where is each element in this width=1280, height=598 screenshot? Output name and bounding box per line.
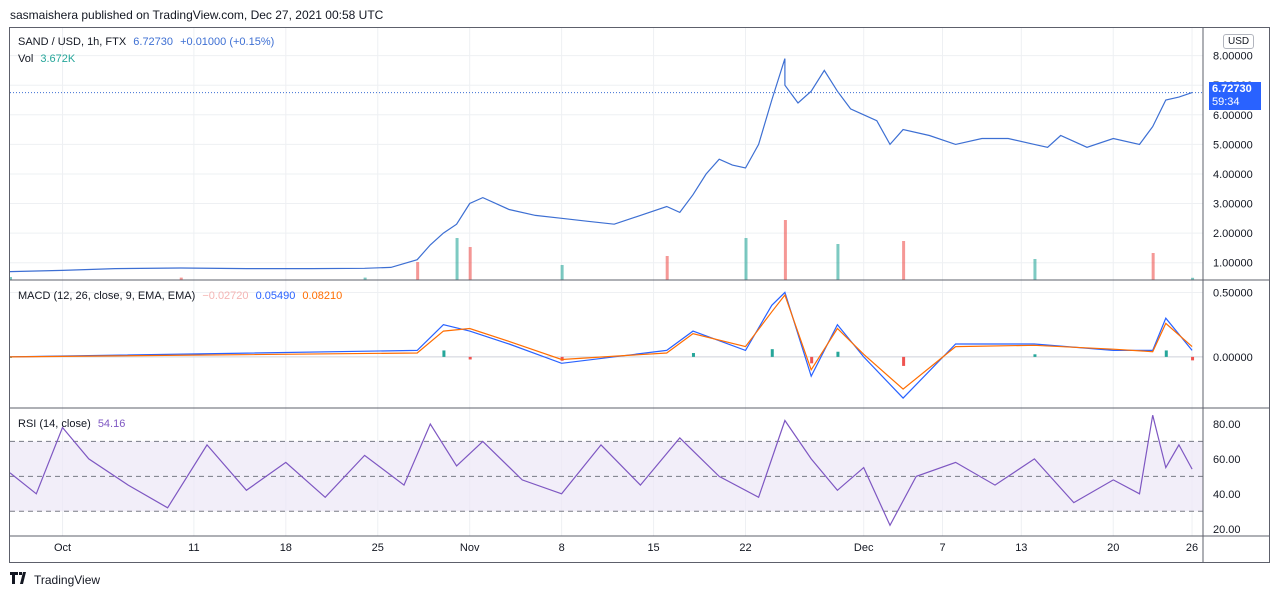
pane-separators (10, 28, 1269, 562)
macd-series (10, 291, 1203, 399)
price-tag: 6.72730 59:34 (1209, 82, 1261, 110)
price-tag-countdown: 59:34 (1212, 96, 1240, 108)
macd-histogram-bar (1164, 350, 1168, 357)
macd-histogram-bar (810, 356, 814, 364)
rsi-value: 54.16 (97, 418, 126, 430)
x-tick-label: 18 (280, 542, 292, 554)
macd-histogram-bar (468, 356, 472, 360)
volume-bar (1151, 253, 1155, 280)
volume-label: Vol (18, 53, 34, 65)
volume-bar (1191, 277, 1195, 280)
last-price-label: 6.72730 (133, 36, 174, 48)
macd-histogram-bar (691, 353, 695, 357)
price-tick-label: 8.00000 (1213, 51, 1253, 63)
volume-bar (455, 238, 459, 280)
x-tick-label: 26 (1186, 542, 1198, 554)
x-tick-label: 22 (739, 542, 751, 554)
tradingview-logo-icon (10, 572, 30, 587)
macd-tick-label: 0.00000 (1213, 352, 1253, 364)
macd-histogram-bar (836, 351, 840, 357)
volume-bars (10, 220, 1195, 280)
volume-bar (10, 277, 12, 280)
x-tick-label: Dec (854, 542, 874, 554)
price-tick-label: 1.00000 (1213, 258, 1253, 270)
x-tick-label: 15 (647, 542, 659, 554)
price-tick-label: 5.00000 (1213, 139, 1253, 151)
macd-histogram-bar (442, 350, 446, 357)
price-change-label: +0.01000 (+0.15%) (180, 36, 275, 48)
symbol-label[interactable]: SAND / USD, 1h, FTX (18, 36, 127, 48)
price-legend[interactable]: SAND / USD, 1h, FTX 6.72730 +0.01000 (+0… (18, 36, 278, 48)
macd-histogram-bar (902, 356, 906, 366)
macd-histogram-bar (770, 349, 774, 357)
macd-legend[interactable]: MACD (12, 26, close, 9, EMA, EMA) −0.027… (18, 290, 346, 302)
macd-value: 0.05490 (255, 290, 296, 302)
rsi-tick-label: 60.00 (1213, 454, 1241, 466)
rsi-series (10, 415, 1203, 527)
price-tag-value: 6.72730 (1212, 83, 1252, 95)
volume-legend[interactable]: Vol 3.672K (18, 53, 79, 65)
volume-bar (836, 244, 840, 280)
chart-frame[interactable]: Oct 11 18 25 Nov 8 15 22 Dec 7 13 20 26 1.00000 2.0000… (9, 27, 1270, 563)
price-tick-label: 6.00000 (1213, 110, 1253, 122)
macd-histogram-bar (1191, 356, 1195, 361)
x-tick-label: Oct (54, 542, 71, 554)
macd-label: MACD (12, 26, close, 9, EMA, EMA) (18, 290, 196, 302)
x-tick-label: 25 (372, 542, 384, 554)
rsi-tick-label: 20.00 (1213, 524, 1241, 536)
rsi-line (10, 415, 1193, 527)
volume-bar (179, 277, 183, 280)
publish-header: sasmaishera published on TradingView.com… (10, 8, 384, 22)
signal-line (10, 293, 1193, 390)
volume-bar (560, 265, 564, 280)
price-series (10, 58, 1203, 273)
footer-brand-label: TradingView (34, 572, 101, 587)
currency-badge[interactable]: USD (1223, 34, 1255, 49)
x-tick-label: 20 (1107, 542, 1119, 554)
rsi-tick-label: 80.00 (1213, 419, 1241, 431)
volume-bar (468, 247, 472, 280)
x-tick-label: Nov (460, 542, 480, 554)
volume-bar (1033, 259, 1037, 280)
macd-hist-value: −0.02720 (202, 290, 249, 302)
volume-bar (665, 256, 669, 280)
macd-signal-value: 0.08210 (302, 290, 343, 302)
price-tick-label: 2.00000 (1213, 228, 1253, 240)
volume-bar (416, 262, 420, 280)
rsi-label: RSI (14, close) (18, 418, 91, 430)
price-tick-label: 3.00000 (1213, 199, 1253, 211)
volume-bar (902, 241, 906, 280)
price-line (10, 58, 1193, 273)
price-tick-label: 4.00000 (1213, 169, 1253, 181)
rsi-legend[interactable]: RSI (14, close) 54.16 (18, 418, 129, 430)
chart-canvas[interactable]: Oct 11 18 25 Nov 8 15 22 Dec 7 13 20 26 1.00000 2.0000… (10, 28, 1269, 562)
volume-value: 3.672K (40, 53, 76, 65)
x-tick-label: 13 (1015, 542, 1027, 554)
x-tick-label: 8 (559, 542, 565, 554)
macd-histogram-bar (1033, 354, 1037, 357)
volume-bar (783, 220, 787, 280)
volume-bar (363, 277, 367, 280)
x-tick-label: 11 (188, 542, 199, 554)
macd-histogram-bar (560, 356, 564, 361)
axis-labels: Oct 11 18 25 Nov 8 15 22 Dec 7 13 20 26 1.00000 2.0000… (54, 51, 1253, 554)
footer-brand[interactable]: TradingView (10, 572, 100, 587)
x-tick-label: 7 (939, 542, 945, 554)
macd-tick-label: 0.50000 (1213, 287, 1253, 299)
volume-bar (744, 238, 748, 280)
rsi-tick-label: 40.00 (1213, 489, 1241, 501)
